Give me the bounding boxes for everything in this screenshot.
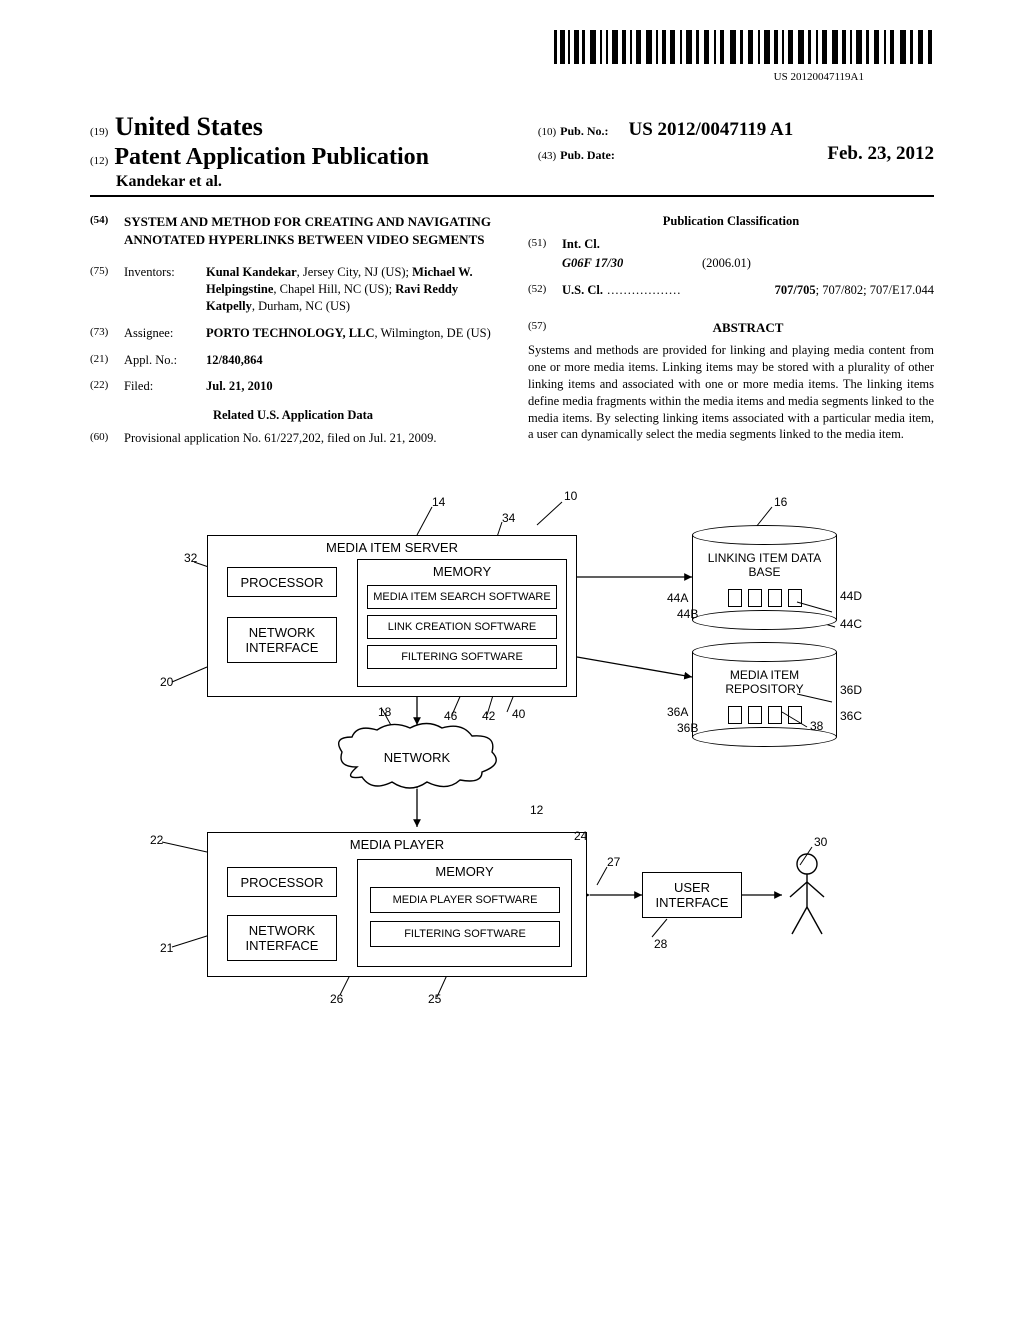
processor-box-1: PROCESSOR xyxy=(227,567,337,597)
pubdate: Feb. 23, 2012 xyxy=(827,143,934,165)
num-54: (54) xyxy=(90,213,124,248)
lbl-21: 21 xyxy=(160,941,173,955)
lbl-24: 24 xyxy=(574,829,587,843)
media-repo-label: MEDIA ITEM REPOSITORY xyxy=(692,668,837,697)
inventors-label: Inventors: xyxy=(124,264,206,315)
num-52: (52) xyxy=(528,282,562,299)
related-header: Related U.S. Application Data xyxy=(90,407,496,424)
lbl-46: 46 xyxy=(444,709,457,723)
memory-label-1: MEMORY xyxy=(433,564,491,579)
lbl-12: 12 xyxy=(530,803,543,817)
num-22: (22) xyxy=(90,378,124,395)
abstract-text: Systems and methods are provided for lin… xyxy=(528,342,934,443)
lbl-36a: 36A xyxy=(667,705,688,719)
intcl-year: (2006.01) xyxy=(702,255,751,272)
assignee-label: Assignee: xyxy=(124,325,206,342)
invention-title: SYSTEM AND METHOD FOR CREATING AND NAVIG… xyxy=(124,213,496,248)
header: (19) United States (12) Patent Applicati… xyxy=(90,91,934,197)
inventors-value: Kunal Kandekar, Jersey City, NJ (US); Mi… xyxy=(206,264,496,315)
uscl-value: 707/705; 707/802; 707/E17.044 xyxy=(681,282,934,299)
num-73: (73) xyxy=(90,325,124,342)
authors: Kandekar et al. xyxy=(90,173,528,191)
num-51: (51) xyxy=(528,236,562,253)
memory-box-2: MEMORY xyxy=(357,859,572,967)
country: United States xyxy=(115,112,263,141)
lbl-44a: 44A xyxy=(667,591,688,605)
applno-label: Appl. No.: xyxy=(124,352,206,369)
pubdate-label: Pub. Date: xyxy=(560,148,615,162)
barcode xyxy=(554,30,934,69)
lbl-36c: 36C xyxy=(840,709,862,723)
lbl-34: 34 xyxy=(502,511,515,525)
lbl-42: 42 xyxy=(482,709,495,723)
lbl-20: 20 xyxy=(160,675,173,689)
body-columns: (54) SYSTEM AND METHOD FOR CREATING AND … xyxy=(90,213,934,457)
provisional-text: Provisional application No. 61/227,202, … xyxy=(124,430,496,447)
filed-label: Filed: xyxy=(124,378,206,395)
lbl-14: 14 xyxy=(432,495,445,509)
lbl-32: 32 xyxy=(184,551,197,565)
lbl-36d: 36D xyxy=(840,683,862,697)
lbl-44c: 44C xyxy=(840,617,862,631)
user-icon xyxy=(782,852,832,945)
network-interface-box-2: NETWORK INTERFACE xyxy=(227,915,337,961)
processor-box-2: PROCESSOR xyxy=(227,867,337,897)
num-57: (57) xyxy=(528,319,562,343)
network-cloud: NETWORK xyxy=(332,722,502,792)
patent-page: US 20120047119A1 (19) United States (12)… xyxy=(0,0,1024,1107)
pub-type: Patent Application Publication xyxy=(114,144,429,170)
lbl-40: 40 xyxy=(512,707,525,721)
lbl-18: 18 xyxy=(378,705,391,719)
pubno: US 2012/0047119 A1 xyxy=(629,119,794,140)
lbl-30: 30 xyxy=(814,835,827,849)
intcl-label: Int. Cl. xyxy=(562,236,600,253)
filtering-sw-box-2: FILTERING SOFTWARE xyxy=(370,921,560,947)
lbl-44b: 44B xyxy=(677,607,698,621)
link-creation-sw-box: LINK CREATION SOFTWARE xyxy=(367,615,557,639)
barcode-area: US 20120047119A1 xyxy=(90,30,934,83)
media-player-label: MEDIA PLAYER xyxy=(350,837,444,852)
network-label: NETWORK xyxy=(384,750,451,765)
lbl-27: 27 xyxy=(607,855,620,869)
barcode-svg xyxy=(554,30,934,64)
user-interface-box: USER INTERFACE xyxy=(642,872,742,918)
prefix-10: (10) xyxy=(538,126,556,138)
lbl-25: 25 xyxy=(428,992,441,1006)
filed-value: Jul. 21, 2010 xyxy=(206,378,496,395)
abstract-label: ABSTRACT xyxy=(562,319,934,337)
media-player-sw-box: MEDIA PLAYER SOFTWARE xyxy=(370,887,560,913)
num-60: (60) xyxy=(90,430,124,447)
system-diagram: MEDIA ITEM SERVER PROCESSOR NETWORK INTE… xyxy=(132,487,892,1067)
lbl-38: 38 xyxy=(810,719,823,733)
prefix-12: (12) xyxy=(90,155,108,167)
lbl-36b: 36B xyxy=(677,721,698,735)
lbl-10: 10 xyxy=(564,489,577,503)
linking-db-label: LINKING ITEM DATA BASE xyxy=(692,551,837,580)
memory-label-2: MEMORY xyxy=(435,864,493,879)
assignee-value: PORTO TECHNOLOGY, LLC, Wilmington, DE (U… xyxy=(206,325,496,342)
uscl-label: U.S. Cl. xyxy=(562,282,681,299)
lbl-16: 16 xyxy=(774,495,787,509)
lbl-22: 22 xyxy=(150,833,163,847)
classification-header: Publication Classification xyxy=(528,213,934,230)
num-75: (75) xyxy=(90,264,124,315)
lbl-26: 26 xyxy=(330,992,343,1006)
media-item-search-sw-box: MEDIA ITEM SEARCH SOFTWARE xyxy=(367,585,557,609)
filtering-sw-box-1: FILTERING SOFTWARE xyxy=(367,645,557,669)
lbl-44d: 44D xyxy=(840,589,862,603)
linking-db-cylinder: LINKING ITEM DATA BASE xyxy=(692,525,837,630)
intcl-code: G06F 17/30 xyxy=(562,255,702,272)
media-item-server-label: MEDIA ITEM SERVER xyxy=(326,540,458,555)
network-interface-box-1: NETWORK INTERFACE xyxy=(227,617,337,663)
prefix-43: (43) xyxy=(538,150,556,162)
barcode-text: US 20120047119A1 xyxy=(90,71,864,83)
applno-value: 12/840,864 xyxy=(206,352,496,369)
prefix-19: (19) xyxy=(90,126,108,138)
pubno-label: Pub. No.: xyxy=(560,124,608,138)
left-column: (54) SYSTEM AND METHOD FOR CREATING AND … xyxy=(90,213,496,457)
right-column: Publication Classification (51) Int. Cl.… xyxy=(528,213,934,457)
lbl-28: 28 xyxy=(654,937,667,951)
num-21: (21) xyxy=(90,352,124,369)
